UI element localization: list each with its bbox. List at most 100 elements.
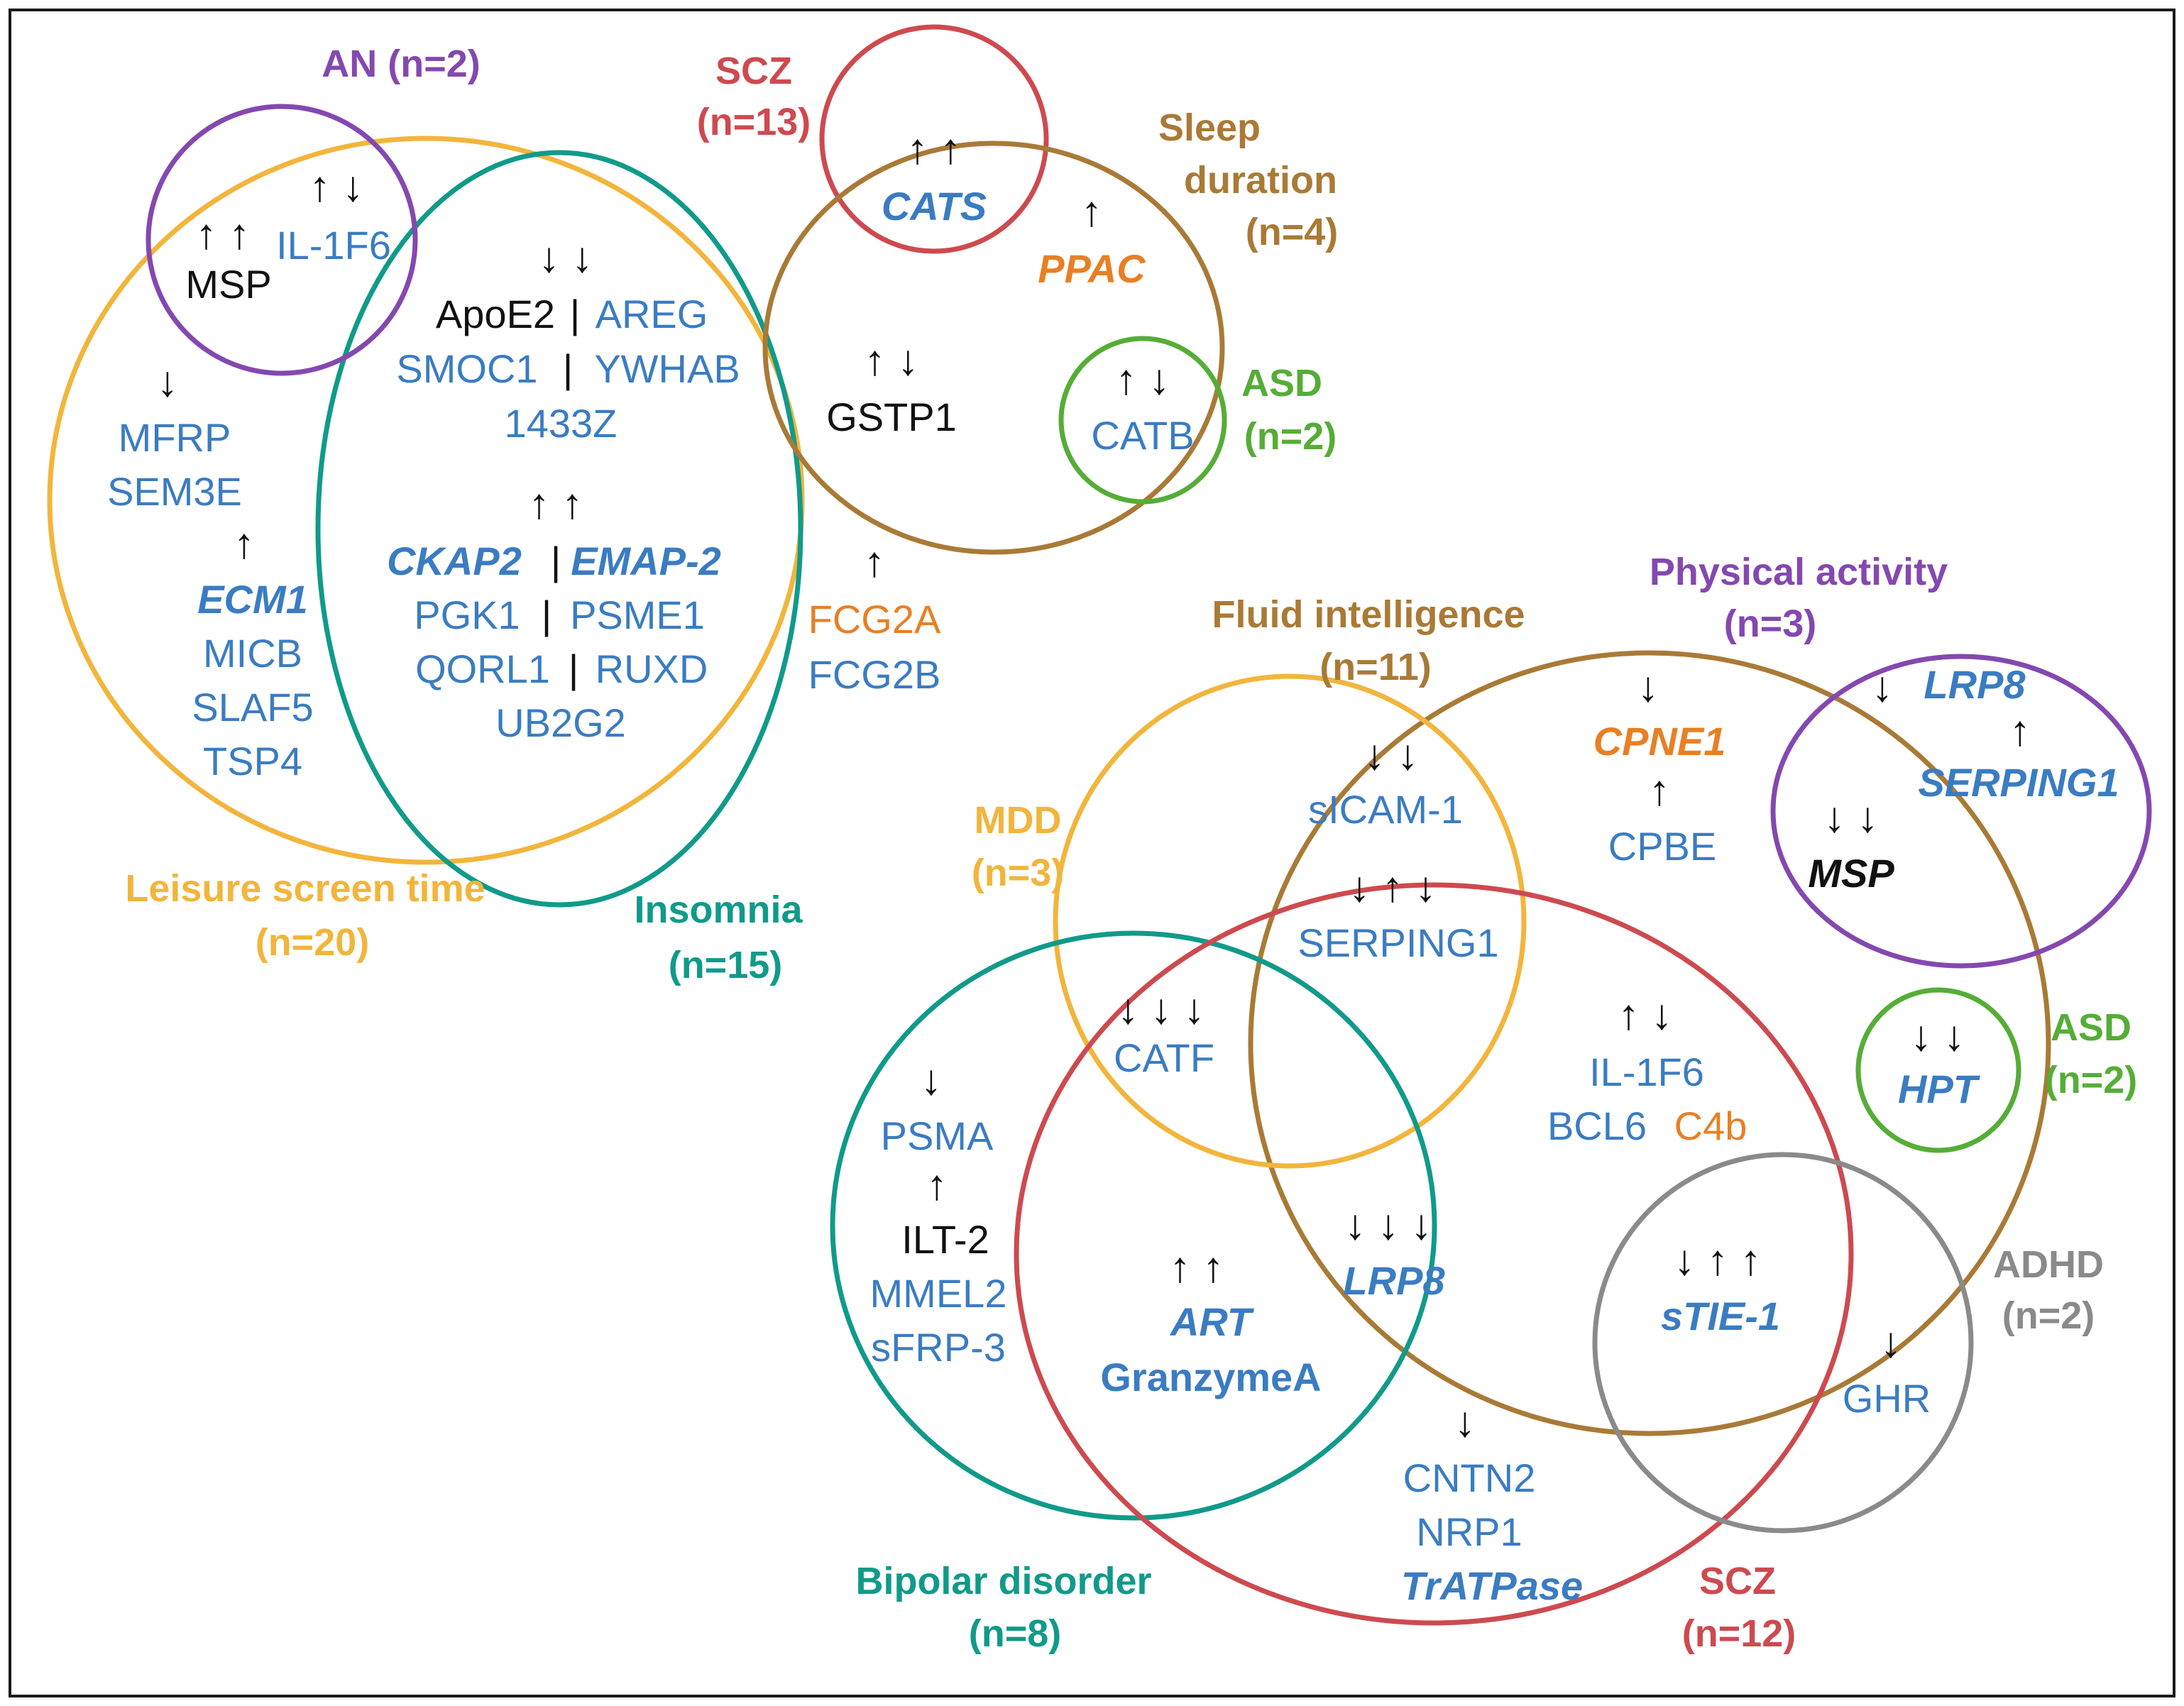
label-fluid-intelligence: Fluid intelligence — [1212, 593, 1525, 636]
arrow-insomnia-up: ↑ ↑ — [529, 480, 583, 527]
gene-tratpase: TrATPase — [1401, 1563, 1583, 1608]
label-mdd-n: (n=3) — [972, 852, 1065, 894]
gene-hpt: HPT — [1898, 1067, 1981, 1111]
label-asd-bottom: ASD — [2051, 1006, 2131, 1049]
arrow-il1f6-bottom: ↑ ↓ — [1618, 991, 1673, 1038]
row-apoe2-areg: ApoE2 | AREG — [436, 292, 708, 336]
gene-emap2: EMAP-2 — [571, 539, 721, 583]
arrow-an-pair2: ↑ ↑ — [196, 210, 251, 258]
arrow-cpbe: ↑ — [1649, 766, 1670, 814]
label-leisure: Leisure screen time — [125, 867, 485, 910]
circle-physical-activity — [1770, 654, 2152, 969]
arrow-an-pair1: ↑ ↓ — [309, 163, 364, 210]
label-mdd: MDD — [975, 799, 1062, 842]
gene-serping1-top: SERPING1 — [1918, 760, 2119, 805]
circle-insomnia — [315, 150, 803, 908]
row-smoc1-ywhab: SMOC1 | YWHAB — [396, 346, 740, 391]
circle-fluid-intelligence — [1248, 650, 2051, 1436]
gene-msp-top: MSP — [185, 262, 271, 307]
arrow-msp-bottom: ↓ ↓ — [1824, 793, 1879, 841]
label-sleep: Sleep — [1158, 106, 1261, 149]
gene-ilt2: ILT-2 — [901, 1217, 989, 1262]
label-insomnia-n: (n=15) — [669, 944, 783, 986]
arrow-stie1: ↓ ↑ ↑ — [1674, 1236, 1761, 1284]
circle-bipolar-disorder — [830, 930, 1437, 1521]
label-insomnia: Insomnia — [634, 888, 803, 931]
label-physical-activity-n: (n=3) — [1724, 602, 1817, 645]
gene-bcl6: BCL6 — [1547, 1104, 1647, 1148]
arrow-gstp1: ↑ ↓ — [865, 336, 919, 384]
circle-scz-top — [819, 24, 1049, 254]
gene-ghr: GHR — [1843, 1376, 1931, 1421]
gene-sicam1: sICAM-1 — [1308, 787, 1463, 832]
gene-msp-bottom: MSP — [1808, 851, 1894, 896]
arrow-ppac: ↑ — [1081, 187, 1102, 235]
label-physical-activity: Physical activity — [1650, 551, 1948, 593]
label-scz-top-n: (n=13) — [697, 101, 811, 143]
arrow-hpt: ↓ ↓ — [1911, 1012, 1965, 1060]
gene-catb: CATB — [1091, 413, 1194, 458]
gene-cpbe: CPBE — [1608, 824, 1717, 869]
gene-psme1: PSME1 — [570, 593, 705, 637]
arrow-serping1-mid: ↓ ↑ ↓ — [1349, 863, 1436, 910]
label-sleep-n: (n=4) — [1246, 211, 1339, 253]
gene-art: ART — [1169, 1299, 1255, 1344]
label-scz-top: SCZ — [715, 50, 792, 92]
arrow-lrp8-top: ↓ — [1872, 663, 1893, 710]
circle-mdd — [1053, 673, 1527, 1169]
arrow-psma: ↓ — [921, 1056, 942, 1104]
label-scz-bottom: SCZ — [1699, 1560, 1776, 1602]
label-bipolar-disorder-n: (n=8) — [969, 1612, 1062, 1655]
gene-qorl1: QORL1 — [415, 646, 550, 691]
gene-ecm1: ECM1 — [197, 577, 308, 622]
separator: | — [570, 292, 581, 336]
gene-1433z: 1433Z — [505, 401, 618, 446]
gene-nrp1: NRP1 — [1416, 1509, 1522, 1554]
row-qorl1-ruxd: QORL1 | RUXD — [415, 646, 708, 691]
gene-il1f6-top: IL-1F6 — [276, 223, 391, 268]
gene-cntn2: CNTN2 — [1403, 1455, 1536, 1500]
gene-stie1: sTIE-1 — [1661, 1294, 1780, 1338]
label-adhd-n: (n=2) — [2002, 1294, 2095, 1337]
gene-sfrp3: sFRP-3 — [871, 1325, 1006, 1370]
gene-ub2g2: UB2G2 — [495, 700, 626, 745]
separator: | — [542, 593, 552, 637]
arrow-ghr: ↓ — [1880, 1319, 1902, 1366]
circle-scz-bottom — [1014, 882, 1854, 1626]
gene-cpne1: CPNE1 — [1593, 719, 1726, 764]
label-adhd: ADHD — [1993, 1243, 2104, 1286]
figure-frame — [9, 9, 2175, 1697]
label-leisure-n: (n=20) — [256, 921, 370, 964]
gene-tsp4: TSP4 — [203, 739, 302, 783]
label-bipolar-disorder: Bipolar disorder — [855, 1560, 1151, 1602]
arrow-fcg2a: ↑ — [864, 538, 885, 585]
gene-fcg2b: FCG2B — [808, 652, 941, 697]
gene-ckap2: CKAP2 — [387, 539, 522, 583]
separator: | — [569, 646, 579, 691]
separator: | — [551, 539, 561, 583]
row-ckap2-emap2: CKAP2 | EMAP-2 — [387, 539, 721, 583]
gene-ywhab: YWHAB — [594, 346, 740, 391]
circle-asd-top — [1058, 336, 1227, 505]
gene-mmel2: MMEL2 — [870, 1271, 1007, 1316]
circle-asd-bottom — [1855, 987, 2021, 1153]
gene-smoc1: SMOC1 — [396, 346, 537, 391]
label-scz-bottom-n: (n=12) — [1682, 1612, 1796, 1655]
gene-c4b: C4b — [1674, 1104, 1747, 1148]
arrow-leisure-down: ↓ — [157, 358, 178, 405]
arrow-sicam1: ↓ ↓ — [1364, 731, 1419, 778]
gene-sem3e: SEM3E — [107, 469, 242, 514]
gene-cats: CATS — [882, 184, 987, 229]
circle-sleep-duration — [762, 141, 1225, 555]
arrow-catb: ↑ ↓ — [1116, 356, 1170, 403]
row-bcl6-c4b: BCL6 C4b — [1547, 1104, 1747, 1148]
label-fluid-intelligence-n: (n=11) — [1319, 646, 1432, 688]
arrow-cats: ↑ ↑ — [907, 125, 962, 172]
gene-mfrp: MFRP — [119, 415, 231, 460]
arrow-serping1-top: ↑ — [2009, 707, 2031, 754]
gene-serping1-mid: SERPING1 — [1297, 920, 1498, 965]
gene-catf: CATF — [1114, 1035, 1214, 1080]
separator: | — [563, 346, 574, 391]
gene-psma: PSMA — [881, 1113, 994, 1158]
